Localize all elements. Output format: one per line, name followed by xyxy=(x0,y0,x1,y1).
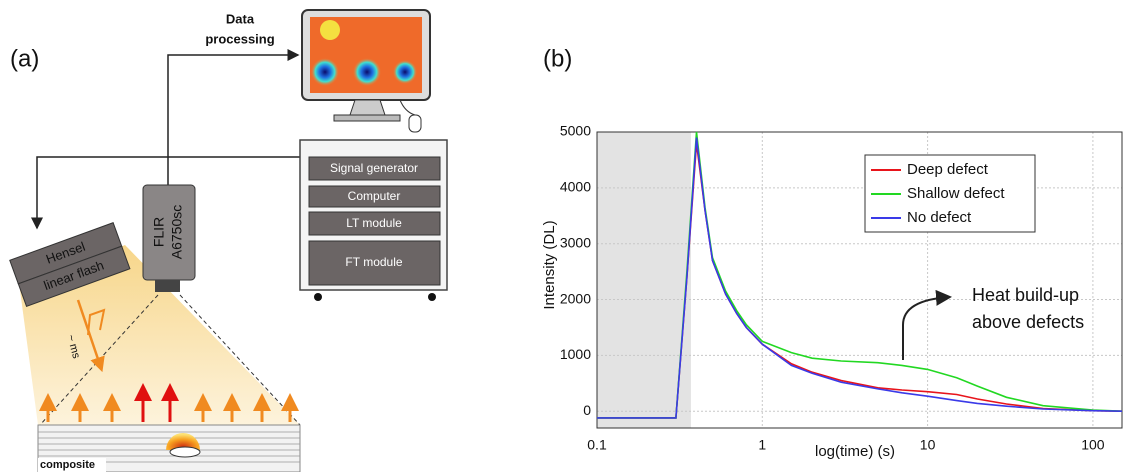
x-tick-label: 0.1 xyxy=(587,437,607,453)
y-tick-label: 2000 xyxy=(560,290,591,306)
annotation-arrow xyxy=(902,289,952,360)
flash: Hensel linear flash xyxy=(9,222,131,308)
chart: 0.1 1 10 100010002000300040005000log(time) … xyxy=(541,123,1123,460)
trigger-arrow xyxy=(31,156,300,230)
flash-cone xyxy=(20,245,300,425)
sample-label: composite xyxy=(40,459,95,471)
annotation: above defects xyxy=(972,312,1084,332)
y-axis-label: Intensity (DL) xyxy=(541,220,558,309)
series-line xyxy=(597,137,1123,419)
data-processing-label: processing xyxy=(205,31,274,46)
monitor xyxy=(301,9,431,133)
panel-label: (b) xyxy=(543,45,572,72)
cabinet: Signal generator Computer LT module FT m… xyxy=(299,139,448,301)
x-axis-label: log(time) (s) xyxy=(815,443,895,460)
y-tick-label: 0 xyxy=(583,402,591,418)
module-label: FT module xyxy=(345,255,402,269)
legend-label: Shallow defect xyxy=(907,185,1005,202)
y-tick-label: 4000 xyxy=(560,179,591,195)
heat-arrows xyxy=(39,383,299,422)
y-tick-label: 3000 xyxy=(560,234,591,250)
y-tick-label: 5000 xyxy=(560,123,591,139)
fov-line xyxy=(179,294,301,426)
legend-label: No defect xyxy=(907,209,972,226)
x-tick-label: 10 xyxy=(920,437,936,453)
module-label: Signal generator xyxy=(330,161,418,175)
sample: composite xyxy=(37,424,301,472)
plot-frame xyxy=(596,131,1123,429)
x-tick-label: 100 xyxy=(1081,437,1105,453)
module-label: Computer xyxy=(348,189,401,203)
camera-label: A6750sc xyxy=(169,205,185,259)
camera: FLIR A6750sc xyxy=(142,184,196,292)
data-processing-label: Data xyxy=(226,11,255,26)
data-arrow xyxy=(167,49,300,185)
y-tick-label: 1000 xyxy=(560,346,591,362)
shaded-region xyxy=(597,132,691,428)
camera-label: FLIR xyxy=(151,217,167,247)
annotation: Heat build-up xyxy=(972,285,1079,305)
module-label: LT module xyxy=(346,216,402,230)
x-tick-label: 1 xyxy=(758,437,766,453)
panel-label: (a) xyxy=(10,45,39,72)
legend-label: Deep defect xyxy=(907,161,989,178)
